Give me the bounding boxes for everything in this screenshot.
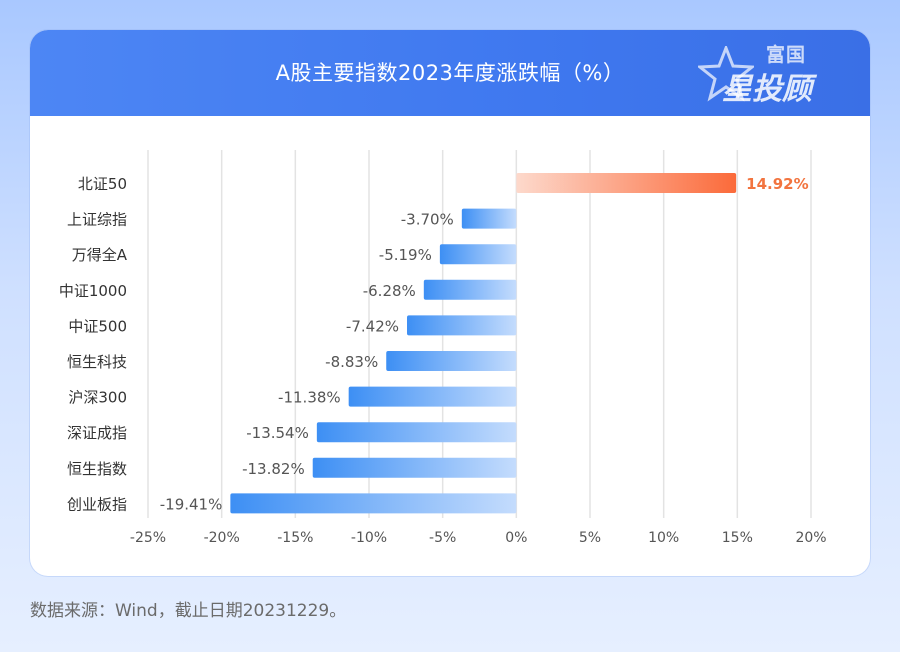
logo-big-text: 星投顾	[722, 72, 812, 107]
chart-title: A股主要指数2023年度涨跌幅（%）	[275, 61, 625, 85]
bar	[348, 386, 517, 407]
category-label: 万得全A	[72, 246, 128, 264]
x-tick-label: 5%	[579, 530, 601, 546]
data-label: -5.19%	[379, 246, 432, 264]
data-label: -19.41%	[160, 495, 223, 513]
bar	[312, 457, 517, 478]
star-icon	[698, 46, 754, 102]
category-label: 深证成指	[67, 424, 127, 442]
data-label: -13.82%	[242, 460, 305, 478]
chart-header: A股主要指数2023年度涨跌幅（%） 富国 星投顾	[30, 30, 870, 116]
chart-card: A股主要指数2023年度涨跌幅（%） 富国 星投顾 -25% -20% -15% -1…	[30, 30, 870, 576]
category-label: 中证1000	[59, 282, 127, 300]
data-label: -3.70%	[401, 211, 454, 229]
data-label: 14.92%	[746, 175, 808, 193]
x-tick-label: -5%	[429, 530, 456, 546]
x-tick-label: 10%	[648, 530, 679, 546]
x-tick-label: 20%	[795, 530, 826, 546]
data-label: -13.54%	[246, 424, 309, 442]
category-label: 恒生科技	[67, 353, 127, 371]
logo-small-text: 富国	[766, 44, 807, 66]
data-source-note: 数据来源：Wind，截止日期20231229。	[30, 601, 347, 621]
bar	[386, 351, 517, 371]
x-tick-label: -25%	[130, 530, 166, 546]
category-label: 沪深300	[68, 389, 127, 407]
brand-logo: 富国 星投顾	[698, 40, 848, 107]
data-label: -8.83%	[325, 353, 378, 371]
data-label: -6.28%	[363, 282, 416, 300]
bar	[423, 279, 517, 300]
data-label: -7.42%	[346, 317, 399, 335]
bar	[316, 422, 517, 443]
x-tick-label: -20%	[204, 530, 240, 546]
bar	[516, 173, 737, 193]
data-label: -11.38%	[278, 389, 341, 407]
bar	[407, 315, 517, 336]
x-tick-label: 0%	[505, 530, 527, 546]
category-label: 上证综指	[67, 211, 127, 229]
category-label: 中证500	[68, 317, 127, 335]
bar-chart: -25% -20% -15% -10% -5% 0% 5% 10% 15% 20% 北证50 14.9…	[59, 150, 827, 546]
category-label: 恒生指数	[67, 460, 127, 478]
x-tick-label: -15%	[277, 530, 313, 546]
category-label: 北证50	[78, 175, 127, 193]
x-tick-label: 15%	[722, 530, 753, 546]
bar	[230, 493, 517, 514]
x-tick-label: -10%	[351, 530, 387, 546]
category-label: 创业板指	[67, 495, 127, 513]
bar	[439, 244, 517, 265]
bar	[461, 208, 517, 229]
